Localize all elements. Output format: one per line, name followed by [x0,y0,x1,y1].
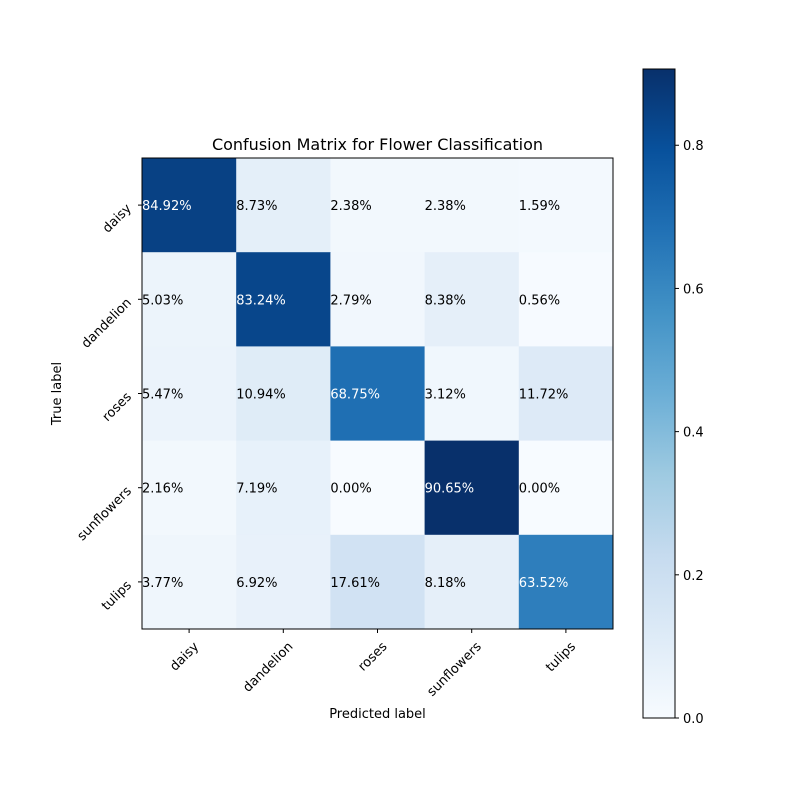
heatmap-cell-roses-roses [330,346,426,442]
y-tick-label-dandelion: dandelion [79,296,135,352]
y-tick-label-sunflowers: sunflowers [75,484,135,544]
cell-label-dandelion-roses: 2.79% [330,293,371,308]
x-tick-label-sunflowers: sunflowers [425,639,485,699]
x-tick-label-daisy: daisy [167,639,202,674]
cell-label-sunflowers-dandelion: 7.19% [236,482,277,497]
cell-label-dandelion-sunflowers: 8.38% [425,293,466,308]
heatmap-cell-tulips-daisy [142,534,237,630]
heatmap-cell-tulips-tulips [518,534,614,630]
colorbar-tick-label: 0.8 [683,139,704,154]
colorbar-tick-label: 0.0 [683,712,704,727]
heatmap-cell-sunflowers-roses [330,440,426,536]
cell-label-sunflowers-tulips: 0.00% [519,482,560,497]
heatmap-cell-roses-daisy [142,346,237,442]
cell-label-tulips-dandelion: 6.92% [236,576,277,591]
heatmap-cell-tulips-sunflowers [424,534,520,630]
x-tick-label-dandelion: dandelion [240,639,296,695]
cell-label-daisy-sunflowers: 2.38% [425,199,466,214]
heatmap-cell-daisy-sunflowers [424,158,520,253]
heatmap-cell-dandelion-daisy [142,252,237,347]
heatmap-cell-sunflowers-dandelion [236,440,331,536]
y-axis-ticks: daisy dandelion roses sunflowers tulips [75,201,142,614]
cell-label-roses-daisy: 5.47% [142,388,183,403]
cell-label-daisy-dandelion: 8.73% [236,199,277,214]
colorbar-tick-label: 0.2 [683,569,704,584]
cell-label-tulips-sunflowers: 8.18% [425,576,466,591]
heatmap-cell-roses-tulips [518,346,614,442]
colorbar-tick-label: 0.6 [683,282,704,297]
heatmap-cell-sunflowers-sunflowers [424,440,520,536]
heatmap-cell-sunflowers-daisy [142,440,237,536]
heatmap-cell-tulips-roses [330,534,426,630]
y-axis-label: True label [50,362,65,426]
cell-label-daisy-daisy: 84.92% [142,199,192,214]
heatmap-cell-roses-dandelion [236,346,331,442]
y-tick-label-tulips: tulips [99,578,135,614]
colorbar-tick-label: 0.4 [683,426,704,441]
x-tick-label-tulips: tulips [543,639,579,675]
heatmap-cell-roses-sunflowers [424,346,520,442]
heatmap-cell-dandelion-roses [330,252,426,347]
x-axis-label: Predicted label [329,707,426,722]
cell-label-tulips-roses: 17.61% [330,576,380,591]
cell-label-sunflowers-roses: 0.00% [330,482,371,497]
heatmap-cell-daisy-dandelion [236,158,331,253]
colorbar-frame [642,68,676,719]
x-tick-label-roses: roses [356,639,391,674]
cell-label-daisy-tulips: 1.59% [519,199,560,214]
heatmap-cell-daisy-daisy [142,158,237,253]
colorbar-gradient [643,69,675,718]
heatmap-cell-tulips-dandelion [236,534,331,630]
cell-label-roses-roses: 68.75% [330,388,380,403]
y-tick-label-roses: roses [100,390,135,425]
heatmap-cell-dandelion-dandelion [236,252,331,347]
cell-label-sunflowers-sunflowers: 90.65% [425,482,475,497]
heatmap-cell-daisy-roses [330,158,426,253]
heatmap-cells [142,158,614,630]
cell-label-tulips-daisy: 3.77% [142,576,183,591]
cell-label-roses-sunflowers: 3.12% [425,388,466,403]
cell-label-dandelion-tulips: 0.56% [519,293,560,308]
cell-label-sunflowers-daisy: 2.16% [142,482,183,497]
chart-title: Confusion Matrix for Flower Classificati… [212,135,543,154]
cell-label-daisy-roses: 2.38% [330,199,371,214]
colorbar-ticks: 0.0 0.2 0.4 0.6 0.8 [675,139,704,727]
cell-label-roses-tulips: 11.72% [519,388,569,403]
heatmap-cell-dandelion-sunflowers [424,252,520,347]
colorbar: 0.0 0.2 0.4 0.6 0.8 [642,68,704,727]
cell-label-tulips-tulips: 63.52% [519,576,569,591]
cell-label-dandelion-dandelion: 83.24% [236,293,286,308]
heatmap-cell-sunflowers-tulips [518,440,614,536]
y-tick-label-daisy: daisy [100,201,135,236]
x-axis-ticks: daisy dandelion roses sunflowers tulips [167,629,579,700]
cell-label-dandelion-daisy: 5.03% [142,293,183,308]
cell-label-roses-dandelion: 10.94% [236,388,286,403]
heatmap-cell-daisy-tulips [518,158,614,253]
heatmap-cell-dandelion-tulips [518,252,614,347]
heatmap-cell-labels: 84.92% 8.73% 2.38% 2.38% 1.59% 5.03% 83.24% 2.7… [142,199,568,591]
